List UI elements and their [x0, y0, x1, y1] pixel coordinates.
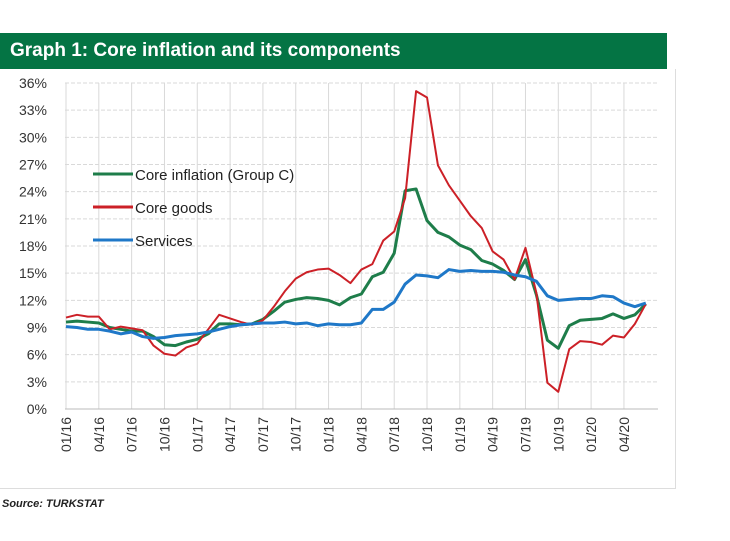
x-tick-label: 10/19	[550, 417, 566, 452]
x-tick-label: 07/17	[255, 417, 271, 452]
x-tick-label: 10/16	[156, 417, 172, 452]
series-line-services	[65, 268, 647, 340]
x-tick-label: 01/17	[189, 417, 205, 452]
x-tick-label: 07/19	[517, 417, 533, 452]
y-tick-label: 18%	[19, 238, 47, 254]
source-note: Source: TURKSTAT	[2, 498, 104, 510]
y-tick-label: 6%	[27, 347, 47, 363]
y-tick-label: 27%	[19, 157, 47, 173]
series-line-core-inflation-group-c-	[65, 187, 647, 350]
x-tick-label: 04/20	[616, 417, 632, 452]
x-tick-label: 04/19	[485, 417, 501, 452]
chart-title-banner: Graph 1: Core inflation and its componen…	[0, 33, 667, 69]
x-tick-label: 04/17	[222, 417, 238, 452]
chart-frame: 0% 3% 6% 9% 12% 15% 18% 21% 24% 27% 30% 33% 36% 01/16…	[0, 69, 676, 489]
y-tick-label: 0%	[27, 401, 47, 417]
x-tick-label: 10/17	[288, 417, 304, 452]
line-chart: 0% 3% 6% 9% 12% 15% 18% 21% 24% 27% 30% 33% 36% 01/16…	[19, 75, 658, 452]
y-tick-label: 9%	[27, 320, 47, 336]
series-line-core-goods	[65, 90, 647, 393]
y-tick-label: 24%	[19, 184, 47, 200]
y-tick-label: 21%	[19, 211, 47, 227]
y-tick-label: 30%	[19, 129, 47, 145]
y-tick-label: 36%	[19, 75, 47, 91]
x-tick-label: 01/20	[583, 417, 599, 452]
x-tick-label: 07/18	[386, 417, 402, 452]
y-tick-label: 12%	[19, 292, 47, 308]
x-tick-label: 07/16	[124, 417, 140, 452]
y-tick-label: 15%	[19, 265, 47, 281]
legend-label: Services	[135, 233, 193, 250]
x-tick-label: 01/19	[452, 417, 468, 452]
x-tick-label: 04/18	[353, 417, 369, 452]
legend-label: Core inflation (Group C)	[135, 167, 294, 184]
legend-label: Core goods	[135, 200, 213, 217]
x-tick-label: 01/18	[321, 417, 337, 452]
y-tick-label: 3%	[27, 374, 47, 390]
x-tick-label: 04/16	[91, 417, 107, 452]
x-tick-label: 10/18	[419, 417, 435, 452]
x-tick-label: 01/16	[58, 417, 74, 452]
y-tick-label: 33%	[19, 102, 47, 118]
